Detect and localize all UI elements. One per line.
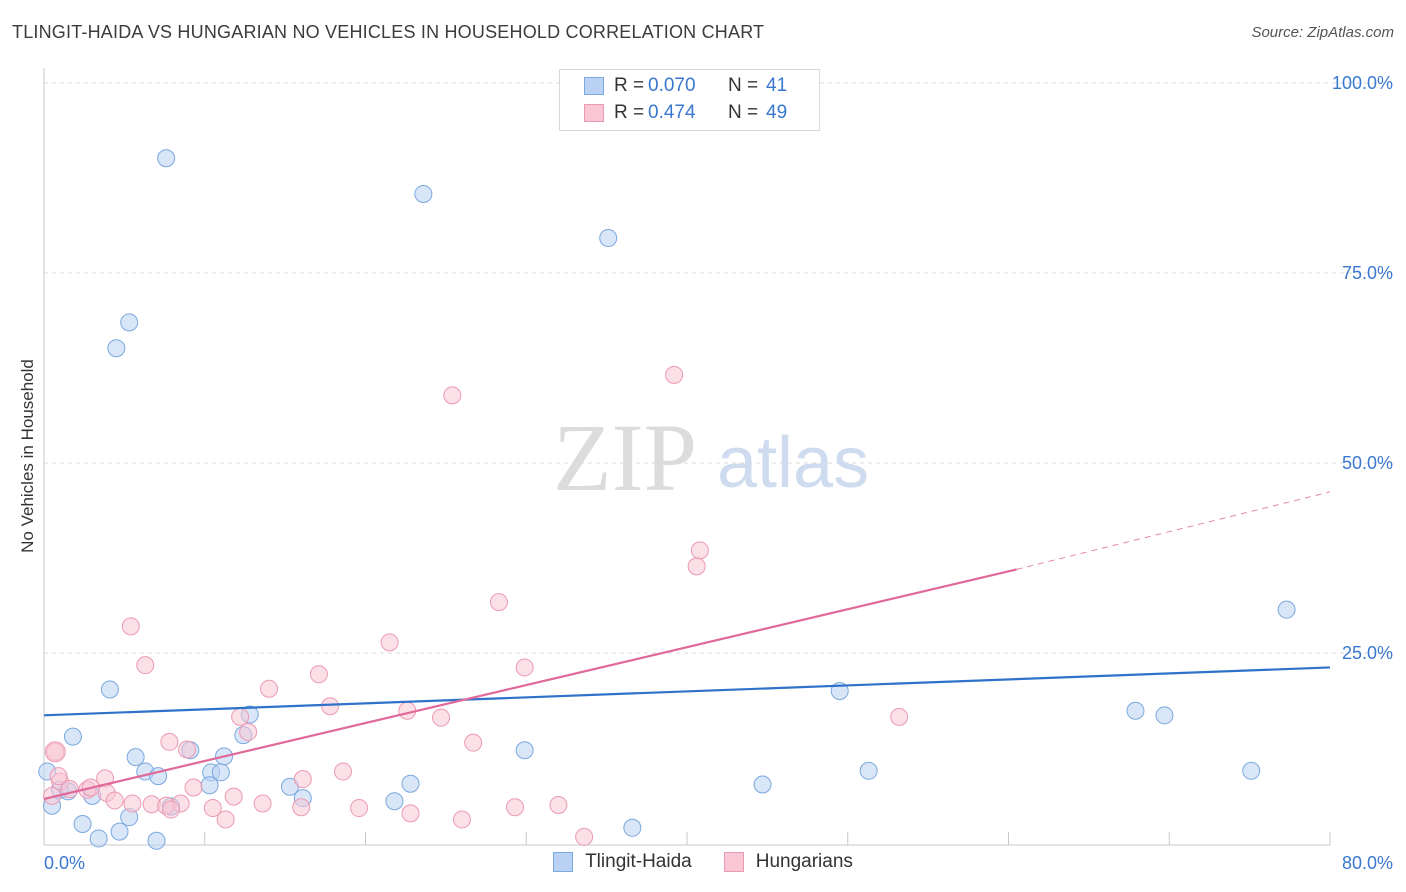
tlingit-haida-point [157, 149, 176, 168]
x-tick-label: 80.0% [1342, 853, 1393, 873]
tlingit-haida-point [211, 763, 230, 782]
hungarians-point [160, 732, 179, 751]
hungarians-point [293, 770, 312, 789]
hungarians-point [333, 762, 352, 781]
chart-title: TLINGIT-HAIDA VS HUNGARIAN NO VEHICLES I… [12, 22, 765, 42]
hungarians-point [350, 799, 369, 818]
hungarians-point [231, 707, 250, 726]
hungarians-point [549, 796, 568, 814]
source-label: Source: ZipAtlas.com [1251, 24, 1394, 41]
hungarians-point [575, 827, 594, 846]
y-tick-label: 50.0% [1342, 453, 1393, 473]
legend-r-label: R = [614, 102, 645, 123]
x-tick-label: 0.0% [44, 853, 85, 873]
hungarians-point [432, 708, 451, 727]
tlingit-haida-point [100, 680, 119, 699]
hungarians-point [505, 798, 524, 817]
hungarians-point [443, 386, 462, 405]
legend-row-hungarians: R = 0.474 N = 49 [584, 102, 787, 124]
tlingit-haida-point [63, 727, 82, 746]
legend-swatch-blue [584, 77, 604, 95]
hungarians-point [401, 804, 420, 823]
legend-row-tlingit-haida: R = 0.070 N = 41 [584, 75, 787, 97]
hungarians-point [690, 541, 709, 560]
legend-swatch-pink [584, 104, 604, 122]
hungarians-point [224, 787, 243, 806]
hungarians-point [105, 791, 124, 810]
tlingit-haida-point [120, 313, 139, 332]
legend-n-label: N = [728, 102, 759, 123]
legend-n-label: N = [728, 75, 759, 96]
tlingit-haida-point [126, 748, 145, 767]
legend-r-value: 0.474 [648, 102, 696, 123]
y-tick-label: 25.0% [1342, 643, 1393, 663]
legend-n-value: 41 [766, 75, 788, 96]
tlingit-haida-point [623, 818, 642, 837]
hungarians-point [121, 617, 140, 636]
series-swatch-blue [553, 852, 574, 872]
trend-lines [43, 491, 1331, 800]
hungarians-point [321, 697, 340, 716]
axis-ticks: 25.0% 50.0% 75.0% 100.0% 0.0% 80.0% [44, 73, 1393, 873]
hungarians-trend-extension [1016, 491, 1331, 570]
y-tick-label: 75.0% [1342, 263, 1393, 283]
hungarians-point [184, 778, 203, 797]
watermark: ZIP atlas [553, 404, 869, 511]
tlingit-haida-point [1242, 761, 1261, 780]
hungarians-point [260, 679, 279, 698]
series-swatch-pink [723, 852, 744, 872]
tlingit-haida-point [1126, 701, 1145, 720]
tlingit-haida-point [385, 792, 404, 811]
hungarians-point [464, 733, 483, 752]
hungarians-point [203, 799, 222, 818]
hungarians-point [309, 665, 328, 684]
tlingit-haida-point [859, 761, 878, 780]
tlingit-haida-point [89, 829, 108, 848]
hungarians-point [515, 658, 534, 677]
hungarians-point [292, 798, 311, 817]
tlingit-haida-point [401, 774, 420, 793]
hungarians-point [687, 557, 706, 576]
hungarians-point [253, 794, 272, 813]
tlingit-haida-point [753, 775, 772, 794]
hungarians-point [216, 810, 235, 829]
watermark-atlas: atlas [717, 423, 869, 503]
hungarians-point [890, 707, 909, 726]
tlingit-haida-point [1277, 600, 1296, 619]
hungarians-point [136, 656, 155, 675]
tlingit-haida-point [200, 776, 219, 795]
tlingit-haida-point [1155, 706, 1174, 725]
series-label: Hungarians [755, 851, 853, 872]
tlingit-haida-point [515, 741, 534, 760]
hungarians-trend-line [43, 568, 1017, 800]
hungarians-point [665, 365, 684, 384]
series-legend: Tlingit-Haida Hungarians [0, 851, 1406, 873]
y-tick-label: 100.0% [1332, 73, 1393, 93]
hungarians-point [161, 800, 180, 819]
hungarians-point [452, 810, 471, 829]
hungarians-point [49, 767, 68, 786]
tlingit-haida-point [107, 339, 126, 358]
hungarians-point [380, 633, 399, 652]
tlingit-haida-point [414, 184, 433, 203]
tlingit-haida-trend-line [43, 666, 1331, 717]
legend-r-label: R = [614, 75, 645, 96]
hungarians-point [44, 741, 66, 763]
tlingit-haida-point [73, 815, 92, 833]
legend-r-value: 0.070 [648, 75, 696, 96]
watermark-zip: ZIP [553, 404, 697, 511]
tlingit-haida-point [599, 229, 618, 248]
tlingit-haida-point [110, 822, 129, 841]
hungarians-point [489, 593, 508, 612]
legend-n-value: 49 [766, 102, 788, 123]
tlingit-haida-point [147, 831, 166, 850]
hungarians-point [239, 723, 258, 742]
series-legend-tlingit-haida[interactable]: Tlingit-Haida [553, 851, 692, 873]
hungarians-point [178, 740, 197, 759]
series-legend-hungarians[interactable]: Hungarians [723, 851, 853, 873]
correlation-legend: R = 0.070 N = 41 R = 0.474 N = 49 [559, 69, 820, 131]
hungarians-point [123, 794, 142, 813]
series-label: Tlingit-Haida [585, 851, 692, 872]
